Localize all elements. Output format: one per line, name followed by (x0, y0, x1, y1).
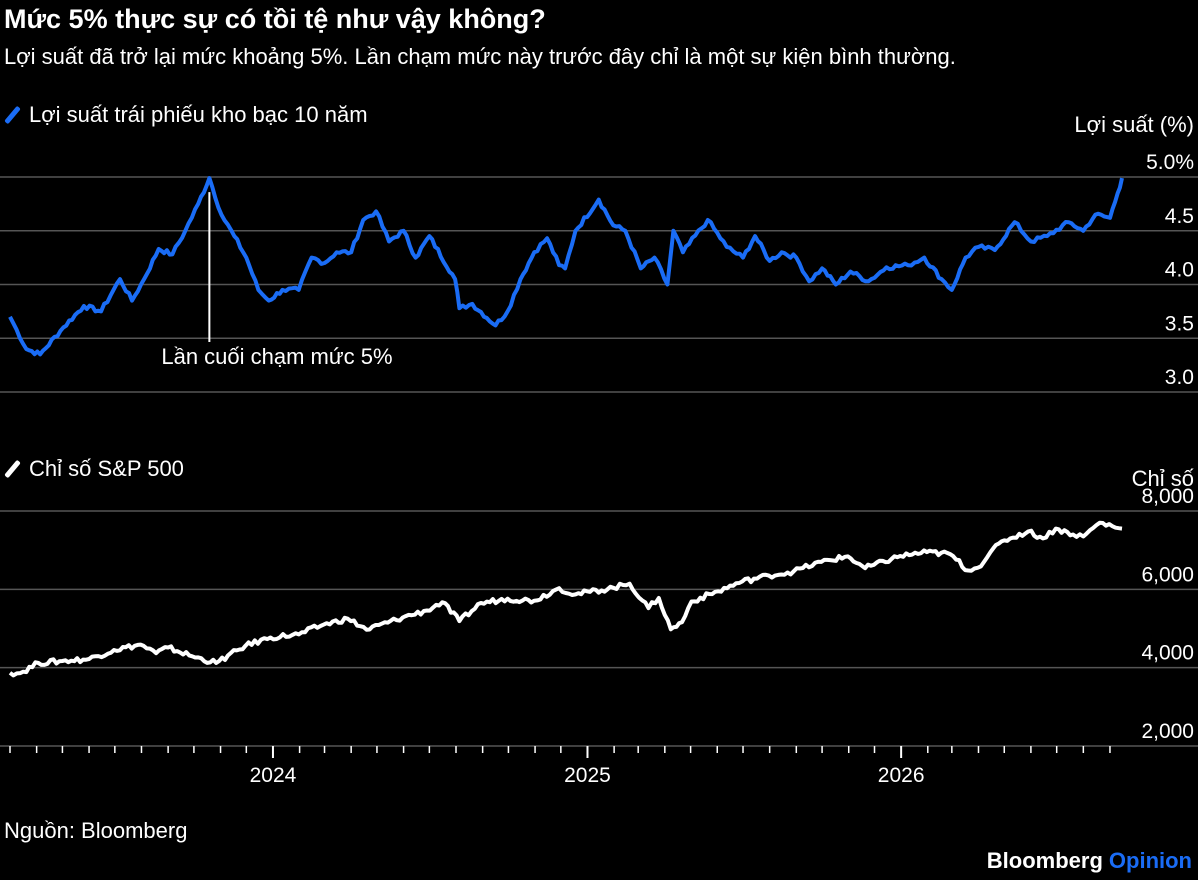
legend-spx: Chỉ số S&P 500 (4, 456, 184, 482)
brand-name: Bloomberg (986, 848, 1103, 873)
y-tick-label: 3.0 (1165, 366, 1194, 389)
y-tick-label: 4,000 (1141, 642, 1194, 665)
chart-title: Mức 5% thực sự có tồi tệ như vậy không? (4, 4, 546, 34)
yield-series-line (8, 176, 1124, 357)
chart-subtitle: Lợi suất đã trở lại mức khoảng 5%. Lần c… (4, 44, 956, 69)
y-tick-label: 5.0% (1146, 151, 1194, 174)
source-note: Nguồn: Bloomberg (4, 818, 188, 843)
y-tick-label: 8,000 (1141, 485, 1194, 508)
y-tick-label: 4.5 (1165, 205, 1194, 228)
spx-series-line (8, 520, 1123, 678)
y-tick-label: 2,000 (1141, 720, 1194, 743)
y-tick-label: 4.0 (1165, 259, 1194, 282)
x-tick-label: 2024 (250, 764, 297, 787)
x-tick-label: 2026 (878, 764, 925, 787)
annotation-label: Lần cuối chạm mức 5% (161, 344, 392, 369)
y-tick-label: 6,000 (1141, 563, 1194, 586)
x-tick-label: 2025 (564, 764, 611, 787)
legend-yield: Lợi suất trái phiếu kho bạc 10 năm (4, 102, 368, 128)
brand-logo: Bloomberg Opinion (987, 848, 1192, 874)
legend-spx-label: Chỉ số S&P 500 (29, 456, 184, 481)
y-axis-unit-label: Chỉ số (1132, 466, 1194, 491)
y-axis-unit-label: Lợi suất (%) (1074, 112, 1194, 137)
y-tick-label: 3.5 (1165, 312, 1194, 335)
legend-yield-label: Lợi suất trái phiếu kho bạc 10 năm (29, 102, 368, 127)
brand-suffix: Opinion (1108, 848, 1192, 873)
